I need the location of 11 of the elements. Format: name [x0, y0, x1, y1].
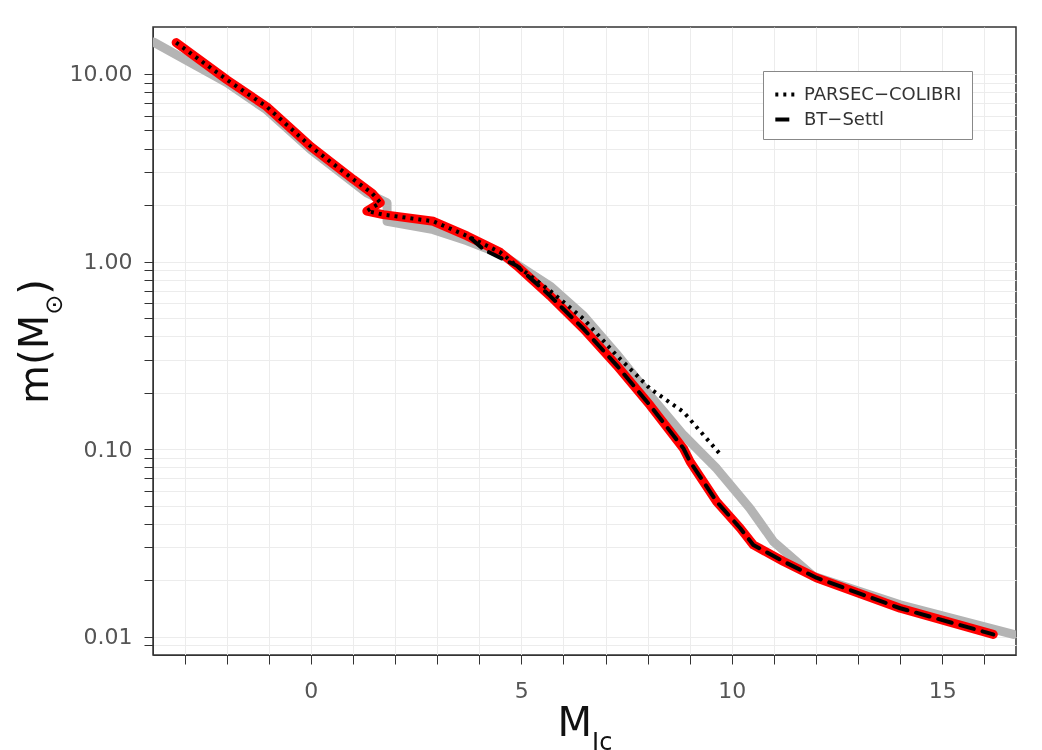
x-axis-title: M$_{Ic}$: [557, 698, 613, 750]
x-tick-label: 10: [718, 677, 747, 703]
y-tick-label: 10.00: [69, 61, 133, 87]
legend-label: BT−Settl: [804, 107, 885, 129]
y-tick-label: 0.01: [83, 624, 133, 650]
y-tick-label: 0.10: [83, 436, 133, 462]
x-tick-label: 0: [304, 677, 319, 703]
x-tick-label: 5: [514, 677, 529, 703]
legend-label: PARSEC−COLIBRI: [804, 82, 962, 104]
x-tick-label: 15: [928, 677, 957, 703]
y-tick-label: 1.00: [83, 249, 133, 275]
